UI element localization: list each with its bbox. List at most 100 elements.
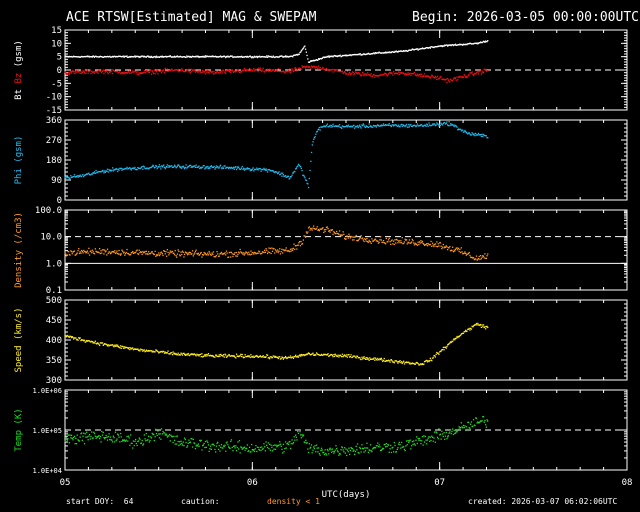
data-point bbox=[346, 125, 348, 127]
data-point bbox=[377, 75, 380, 77]
data-point bbox=[393, 125, 395, 127]
data-point bbox=[366, 442, 368, 444]
data-point bbox=[155, 255, 157, 257]
data-point bbox=[245, 355, 247, 358]
ytick-label: 1.0E+06 bbox=[32, 387, 62, 395]
data-point bbox=[374, 125, 377, 127]
data-point bbox=[272, 355, 274, 357]
data-point bbox=[86, 339, 88, 342]
data-point bbox=[475, 72, 478, 74]
data-point bbox=[303, 175, 305, 177]
data-point bbox=[203, 165, 205, 167]
data-point bbox=[189, 164, 191, 167]
data-point bbox=[339, 453, 341, 455]
data-point bbox=[124, 167, 127, 170]
data-point bbox=[419, 439, 421, 442]
data-point bbox=[275, 444, 277, 446]
data-point bbox=[90, 435, 92, 437]
data-point bbox=[441, 248, 443, 250]
data-point bbox=[290, 55, 292, 57]
data-point bbox=[336, 230, 338, 233]
data-point bbox=[470, 421, 473, 423]
data-point bbox=[390, 359, 393, 361]
data-point bbox=[130, 434, 132, 436]
data-point bbox=[168, 254, 170, 256]
data-point bbox=[318, 128, 320, 130]
data-point bbox=[161, 70, 163, 72]
data-point bbox=[389, 241, 391, 243]
data-point bbox=[475, 417, 478, 419]
data-point bbox=[357, 53, 359, 55]
data-point bbox=[113, 251, 115, 253]
data-point bbox=[107, 73, 109, 75]
data-point bbox=[323, 68, 325, 70]
data-point bbox=[469, 427, 471, 429]
data-point bbox=[199, 167, 201, 170]
data-point bbox=[385, 243, 387, 245]
data-point bbox=[368, 359, 370, 361]
data-point bbox=[376, 124, 378, 127]
data-point bbox=[238, 168, 241, 170]
data-point bbox=[454, 339, 456, 341]
data-point bbox=[308, 352, 310, 355]
data-point bbox=[125, 346, 127, 348]
data-point bbox=[477, 73, 480, 75]
data-point bbox=[435, 245, 437, 248]
data-point bbox=[479, 324, 481, 327]
data-point bbox=[226, 166, 228, 169]
data-point bbox=[457, 337, 459, 339]
data-point bbox=[300, 68, 302, 71]
data-point bbox=[197, 354, 199, 356]
data-point bbox=[87, 72, 89, 74]
data-point bbox=[359, 53, 362, 55]
data-point bbox=[124, 440, 126, 442]
data-point bbox=[72, 69, 74, 72]
data-point bbox=[371, 358, 373, 360]
data-point bbox=[239, 71, 241, 73]
data-point bbox=[203, 55, 205, 57]
data-point bbox=[99, 252, 101, 255]
data-point bbox=[186, 252, 188, 254]
data-point bbox=[215, 71, 217, 74]
data-point bbox=[89, 56, 91, 58]
data-point bbox=[200, 71, 202, 74]
data-point bbox=[412, 443, 414, 445]
data-point bbox=[305, 51, 307, 53]
data-point bbox=[258, 67, 260, 69]
data-point bbox=[364, 357, 366, 360]
data-point bbox=[400, 50, 402, 52]
data-point bbox=[467, 253, 469, 255]
data-point bbox=[248, 446, 251, 448]
data-point bbox=[273, 247, 275, 250]
data-point bbox=[320, 228, 323, 230]
data-point bbox=[411, 125, 413, 128]
data-point bbox=[398, 360, 400, 363]
data-point bbox=[82, 435, 84, 437]
data-point bbox=[307, 61, 310, 63]
data-point bbox=[313, 59, 315, 61]
data-point bbox=[359, 237, 362, 239]
data-point bbox=[209, 354, 212, 356]
data-point bbox=[196, 253, 198, 255]
data-point bbox=[123, 71, 125, 73]
data-point bbox=[132, 70, 134, 72]
data-point bbox=[178, 71, 180, 73]
data-point bbox=[483, 326, 485, 329]
data-point bbox=[336, 125, 339, 127]
data-point bbox=[319, 354, 321, 356]
data-point bbox=[315, 444, 318, 446]
data-point bbox=[182, 70, 184, 72]
data-point bbox=[283, 55, 285, 58]
data-point bbox=[75, 443, 78, 445]
data-point bbox=[406, 73, 408, 76]
data-point bbox=[451, 430, 453, 433]
data-point bbox=[416, 73, 418, 75]
data-point bbox=[475, 417, 477, 419]
data-point bbox=[82, 56, 84, 58]
data-point bbox=[377, 446, 380, 448]
data-point bbox=[222, 56, 224, 58]
data-point bbox=[382, 52, 385, 54]
data-point bbox=[124, 71, 127, 74]
data-point bbox=[143, 434, 145, 436]
data-point bbox=[391, 51, 393, 53]
